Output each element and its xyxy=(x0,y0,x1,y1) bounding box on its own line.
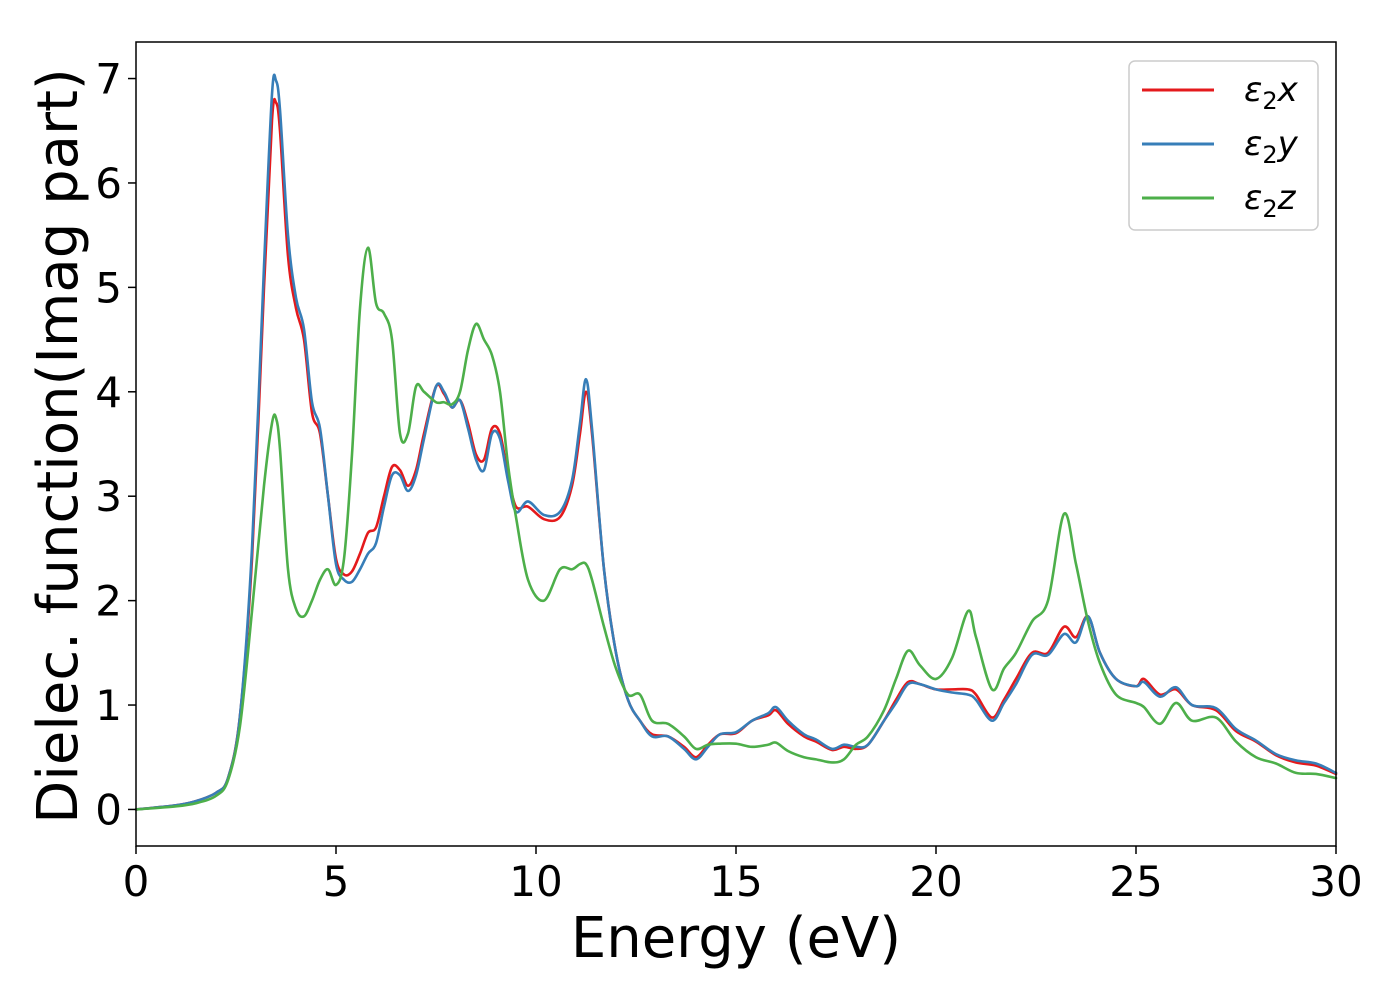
y-tick-label: 2 xyxy=(95,577,122,626)
x-tick-label: 30 xyxy=(1309,857,1362,906)
x-tick-label: 0 xyxy=(123,857,150,906)
series-line-z xyxy=(134,246,1338,811)
x-tick-label: 25 xyxy=(1109,857,1162,906)
y-tick-label: 7 xyxy=(95,55,122,104)
legend-label-y: ε2y xyxy=(1244,124,1299,169)
y-tick-label: 6 xyxy=(95,159,122,208)
series-layer xyxy=(134,73,1338,811)
y-tick-label: 4 xyxy=(95,368,122,417)
legend-label-z: ε2z xyxy=(1244,178,1297,223)
y-tick-label: 3 xyxy=(95,472,122,521)
y-axis-label: Dielec. function(Imag part) xyxy=(26,68,91,824)
y-tick-label: 5 xyxy=(95,263,122,312)
legend-frame xyxy=(1128,60,1319,231)
x-tick-label: 10 xyxy=(509,857,562,906)
x-axis-label: Energy (eV) xyxy=(571,906,901,971)
legend: ε2x ε2y ε2z xyxy=(1128,60,1319,231)
series-line-y xyxy=(134,73,1338,811)
x-tick-label: 15 xyxy=(709,857,762,906)
x-axis-ticks: 0 5 10 15 20 25 30 xyxy=(123,846,1363,906)
legend-label-x: ε2x xyxy=(1244,70,1299,115)
y-axis-ticks: 0 1 2 3 4 5 6 7 xyxy=(95,55,136,834)
x-tick-label: 20 xyxy=(909,857,962,906)
y-tick-label: 0 xyxy=(95,785,122,834)
x-tick-label: 5 xyxy=(323,857,350,906)
y-tick-label: 1 xyxy=(95,681,122,730)
